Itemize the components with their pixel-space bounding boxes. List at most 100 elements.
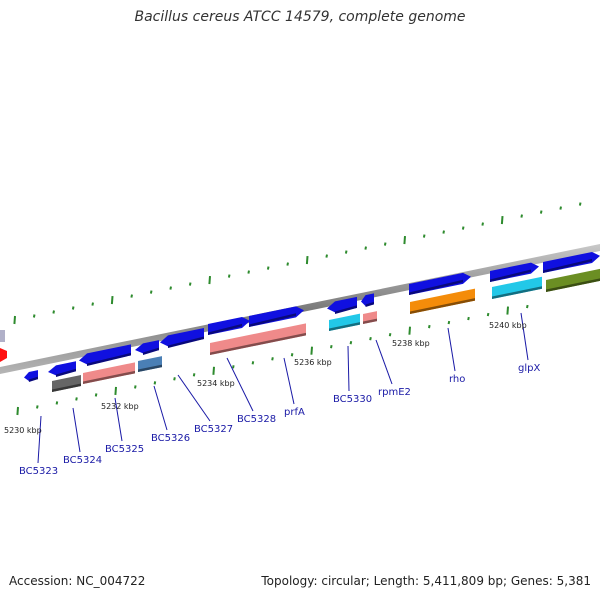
map-title: Bacillus cereus ATCC 14579, complete gen… xyxy=(134,9,466,25)
feature-bc5326-steel-shadow xyxy=(138,364,162,372)
cds-prfa-shadow xyxy=(249,313,296,327)
cds-rho-shadow xyxy=(409,279,463,295)
tick-upper-22 xyxy=(442,230,445,234)
feature-rho-orange-shadow xyxy=(410,298,475,314)
gene-label-bc5330[interactable]: BC5330 xyxy=(333,394,372,405)
tick-upper-11 xyxy=(227,274,231,278)
tick-lower-8 xyxy=(173,377,176,381)
cds-bc5327 xyxy=(160,327,204,348)
feature-glpx-cyan-shadow xyxy=(492,286,542,299)
cds-rpme2-shadow xyxy=(365,301,374,307)
tick-lower-6 xyxy=(134,385,137,389)
tick-lower-10 xyxy=(212,366,215,375)
tick-upper-21 xyxy=(422,234,426,238)
gene-label-bc5323[interactable]: BC5323 xyxy=(19,466,58,477)
tick-upper-24 xyxy=(481,222,484,226)
tick-upper-23 xyxy=(461,226,465,230)
tick-lower-18 xyxy=(369,336,372,341)
gene-label-bc5325[interactable]: BC5325 xyxy=(105,444,144,455)
partial-feature-grey xyxy=(0,330,5,342)
feature-bc5324-grey-body xyxy=(52,375,81,392)
tick-lower-1 xyxy=(36,405,39,409)
gene-label-glpx[interactable]: glpX xyxy=(518,363,540,374)
gene-label-bc5328[interactable]: BC5328 xyxy=(237,414,276,425)
tick-lower-16 xyxy=(330,345,333,349)
tick-upper-17 xyxy=(344,250,348,254)
tick-lower-12 xyxy=(251,361,255,365)
partial-feature-red xyxy=(0,348,7,362)
feature-bc5330-cyan-body xyxy=(329,313,360,331)
tick-upper-7 xyxy=(149,290,153,294)
feature-rpme2-salmon-shadow xyxy=(363,318,377,324)
tick-upper-20 xyxy=(403,235,406,245)
tick-upper-14 xyxy=(286,262,289,266)
tick-lower-26 xyxy=(526,304,529,309)
leader-line-6 xyxy=(283,357,295,405)
cds-bc5327-shadow xyxy=(168,336,204,348)
cds-rpme2 xyxy=(361,293,374,307)
feature-glpx-cyan xyxy=(492,276,542,299)
leader-line-0 xyxy=(37,415,42,464)
tick-upper-13 xyxy=(266,266,270,270)
feature-bc5330-cyan-shadow xyxy=(329,322,360,331)
cds-bc5327-body xyxy=(160,327,204,347)
tick-lower-25 xyxy=(506,306,509,315)
feature-bc5326-steel xyxy=(138,356,162,372)
tick-label-5232: 5232 kbp xyxy=(101,402,139,411)
tick-upper-10 xyxy=(208,275,211,285)
tick-lower-11 xyxy=(232,365,235,369)
tick-lower-17 xyxy=(349,340,353,345)
tick-upper-2 xyxy=(52,310,55,314)
feature-next-olive-shadow xyxy=(546,278,600,292)
tick-upper-8 xyxy=(169,286,172,290)
cds-bc5325-body xyxy=(79,344,131,365)
feature-prfa-salmon-shadow xyxy=(210,332,306,355)
gene-label-rpme2[interactable]: rpmE2 xyxy=(378,387,411,398)
leader-line-2 xyxy=(114,397,123,442)
tick-lower-15 xyxy=(310,346,313,355)
tick-upper-28 xyxy=(559,206,562,210)
gene-features xyxy=(24,251,600,392)
tick-upper-9 xyxy=(188,282,192,286)
tick-upper-0 xyxy=(13,315,16,325)
cds-prfa xyxy=(249,306,304,327)
tick-upper-25 xyxy=(500,215,504,225)
tick-lower-19 xyxy=(388,332,392,337)
leader-line-9 xyxy=(447,327,456,372)
cds-bc5328 xyxy=(208,317,250,335)
cds-glpx-shadow xyxy=(490,269,531,282)
tick-upper-6 xyxy=(130,294,133,298)
tick-label-5230: 5230 kbp xyxy=(4,426,42,435)
feature-prfa-salmon-body xyxy=(210,323,306,355)
leader-line-7 xyxy=(347,345,350,392)
gene-label-prfa[interactable]: prfA xyxy=(284,407,305,418)
gene-label-bc5324[interactable]: BC5324 xyxy=(63,455,102,466)
tick-marks xyxy=(13,202,582,416)
tick-lower-0 xyxy=(16,406,19,416)
gene-label-rho[interactable]: rho xyxy=(449,374,465,385)
tick-upper-26 xyxy=(520,214,523,218)
tick-label-5240: 5240 kbp xyxy=(489,321,527,330)
tick-upper-29 xyxy=(578,202,582,206)
tick-lower-13 xyxy=(271,357,274,361)
cds-bc5324-shadow xyxy=(56,368,76,377)
cds-glpx xyxy=(490,262,539,282)
feature-rho-orange xyxy=(410,288,475,314)
cds-bc5324 xyxy=(48,361,76,377)
cds-bc5328-shadow xyxy=(208,323,242,335)
cds-bc5330-shadow xyxy=(335,305,357,314)
feature-glpx-cyan-body xyxy=(492,276,542,299)
tick-lower-4 xyxy=(94,393,98,397)
tick-lower-2 xyxy=(55,401,59,405)
tick-upper-1 xyxy=(32,314,36,318)
cds-bc5326-shadow xyxy=(143,347,159,355)
cds-bc5323 xyxy=(24,370,38,382)
gene-label-bc5327[interactable]: BC5327 xyxy=(194,424,233,435)
gene-label-bc5326[interactable]: BC5326 xyxy=(151,433,190,444)
feature-bc5324-grey xyxy=(52,375,81,392)
leader-line-3 xyxy=(153,385,168,431)
tick-upper-27 xyxy=(539,210,543,214)
leader-line-1 xyxy=(72,407,81,453)
tick-upper-4 xyxy=(91,302,94,306)
